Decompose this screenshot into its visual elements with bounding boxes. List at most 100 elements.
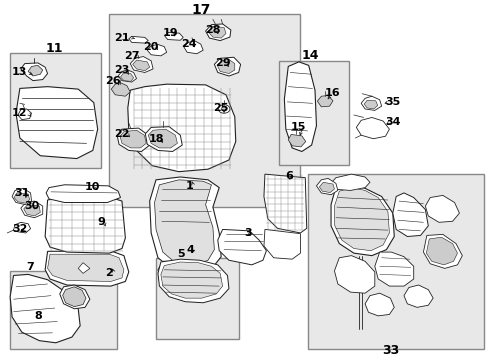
Text: 27: 27 bbox=[123, 51, 139, 61]
Text: 16: 16 bbox=[324, 88, 339, 98]
Polygon shape bbox=[21, 201, 42, 218]
Polygon shape bbox=[62, 287, 86, 307]
Text: 11: 11 bbox=[45, 42, 62, 55]
Text: 32: 32 bbox=[12, 224, 27, 234]
Polygon shape bbox=[118, 70, 136, 82]
Circle shape bbox=[218, 105, 229, 113]
Text: 5: 5 bbox=[177, 248, 185, 258]
Text: 10: 10 bbox=[85, 182, 100, 192]
Text: 22: 22 bbox=[114, 129, 129, 139]
Text: 14: 14 bbox=[301, 49, 318, 62]
Polygon shape bbox=[16, 87, 98, 158]
Polygon shape bbox=[364, 100, 377, 109]
Polygon shape bbox=[183, 41, 203, 54]
Polygon shape bbox=[148, 129, 177, 148]
Polygon shape bbox=[374, 252, 413, 286]
Polygon shape bbox=[111, 83, 130, 96]
Polygon shape bbox=[356, 117, 388, 139]
Text: 6: 6 bbox=[285, 171, 293, 181]
Polygon shape bbox=[132, 60, 149, 71]
Polygon shape bbox=[426, 237, 457, 265]
Text: 30: 30 bbox=[24, 201, 39, 211]
Polygon shape bbox=[361, 96, 381, 111]
Polygon shape bbox=[317, 95, 332, 107]
Polygon shape bbox=[78, 263, 90, 273]
Polygon shape bbox=[205, 24, 230, 41]
Text: 9: 9 bbox=[97, 217, 105, 227]
Text: 33: 33 bbox=[381, 344, 398, 357]
Text: 23: 23 bbox=[114, 65, 129, 75]
Polygon shape bbox=[130, 57, 153, 72]
Text: 13: 13 bbox=[12, 67, 27, 77]
Polygon shape bbox=[284, 62, 316, 152]
Polygon shape bbox=[10, 274, 80, 343]
Polygon shape bbox=[214, 57, 240, 76]
Polygon shape bbox=[161, 262, 222, 298]
Polygon shape bbox=[287, 135, 305, 147]
Polygon shape bbox=[120, 73, 133, 81]
Polygon shape bbox=[149, 177, 221, 274]
Polygon shape bbox=[147, 45, 166, 56]
Text: 20: 20 bbox=[143, 42, 159, 51]
Bar bbox=[156, 258, 238, 339]
Polygon shape bbox=[47, 254, 123, 282]
Polygon shape bbox=[217, 59, 234, 73]
Polygon shape bbox=[217, 229, 266, 265]
Polygon shape bbox=[28, 66, 42, 76]
Polygon shape bbox=[120, 130, 146, 148]
Text: 24: 24 bbox=[181, 39, 196, 49]
Polygon shape bbox=[154, 180, 214, 266]
Polygon shape bbox=[316, 179, 337, 195]
Polygon shape bbox=[127, 84, 235, 172]
Polygon shape bbox=[46, 185, 120, 202]
Polygon shape bbox=[334, 188, 388, 251]
Text: 18: 18 bbox=[148, 134, 163, 144]
Polygon shape bbox=[60, 285, 90, 309]
Bar bbox=[109, 14, 300, 207]
Bar bbox=[10, 53, 101, 168]
Polygon shape bbox=[392, 193, 427, 237]
Polygon shape bbox=[425, 195, 458, 222]
Polygon shape bbox=[158, 261, 203, 285]
Text: 15: 15 bbox=[290, 122, 305, 132]
Polygon shape bbox=[330, 174, 369, 190]
Polygon shape bbox=[145, 127, 182, 152]
Text: 2: 2 bbox=[105, 268, 113, 278]
Polygon shape bbox=[24, 204, 40, 216]
Text: 21: 21 bbox=[114, 33, 129, 43]
Polygon shape bbox=[264, 174, 306, 233]
Text: 26: 26 bbox=[105, 76, 121, 86]
Polygon shape bbox=[45, 198, 125, 253]
Text: 7: 7 bbox=[27, 262, 34, 271]
Bar bbox=[278, 61, 348, 165]
Polygon shape bbox=[423, 234, 461, 269]
Text: 1: 1 bbox=[186, 181, 194, 191]
Polygon shape bbox=[45, 251, 128, 286]
Polygon shape bbox=[18, 109, 31, 120]
Polygon shape bbox=[128, 36, 148, 43]
Text: 29: 29 bbox=[214, 58, 230, 68]
Text: 8: 8 bbox=[34, 311, 41, 321]
Polygon shape bbox=[164, 32, 183, 40]
Polygon shape bbox=[21, 63, 47, 81]
Text: 3: 3 bbox=[244, 228, 252, 238]
Text: 31: 31 bbox=[14, 188, 29, 198]
Polygon shape bbox=[158, 259, 228, 303]
Polygon shape bbox=[12, 188, 31, 204]
Bar bbox=[10, 271, 117, 349]
Polygon shape bbox=[330, 185, 393, 256]
Text: 25: 25 bbox=[213, 103, 228, 113]
Bar bbox=[307, 174, 483, 349]
Text: 28: 28 bbox=[205, 25, 220, 35]
Polygon shape bbox=[334, 256, 374, 293]
Text: 17: 17 bbox=[191, 3, 210, 17]
Circle shape bbox=[221, 107, 226, 111]
Polygon shape bbox=[264, 229, 300, 259]
Text: 34: 34 bbox=[384, 117, 400, 127]
Polygon shape bbox=[403, 285, 432, 307]
Polygon shape bbox=[365, 293, 393, 316]
Polygon shape bbox=[14, 193, 30, 203]
Text: 4: 4 bbox=[186, 244, 194, 255]
Polygon shape bbox=[319, 182, 334, 193]
Polygon shape bbox=[117, 128, 149, 152]
